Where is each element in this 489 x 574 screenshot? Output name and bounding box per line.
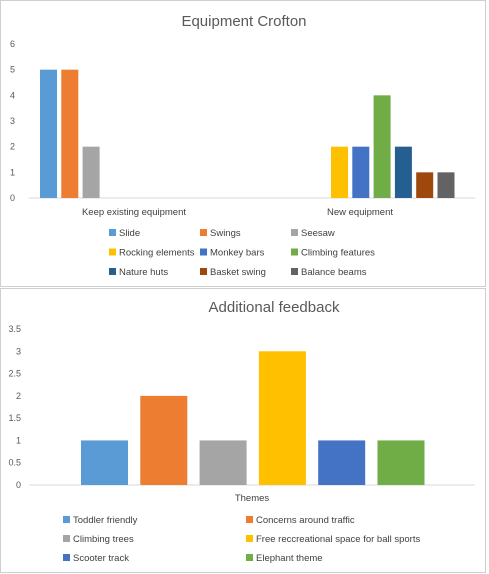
legend-label: Elephant theme — [256, 553, 323, 564]
legend-label: Monkey bars — [210, 248, 265, 259]
bar — [373, 95, 391, 198]
y-tick-label: 5 — [10, 65, 15, 75]
y-tick-label: 2.5 — [8, 369, 21, 379]
bar — [140, 395, 188, 485]
legend-label: Nature huts — [119, 267, 168, 278]
legend-swatch — [291, 248, 298, 256]
chart-title: Additional feedback — [209, 299, 340, 316]
bar — [82, 146, 100, 198]
legend-label: Free reccreational space for ball sports — [256, 534, 420, 545]
bar — [331, 146, 348, 198]
bar — [394, 146, 412, 198]
legend-swatch — [246, 535, 253, 542]
legend-swatch — [200, 268, 207, 275]
equipment-chart: Equipment Crofton 0 1 2 3 4 5 6 Keep existing … — [10, 13, 475, 278]
y-tick-label: 4 — [10, 90, 15, 100]
bar — [199, 440, 247, 485]
y-tick-label: 0 — [10, 193, 15, 203]
category-label: New equipment — [327, 207, 393, 218]
legend-label: Climbing trees — [73, 534, 134, 545]
bar — [437, 172, 455, 198]
legend-swatch — [109, 268, 116, 275]
legend-label: Swings — [210, 228, 241, 239]
y-tick-label: 3.5 — [8, 324, 21, 334]
y-tick-label: 2 — [10, 142, 15, 152]
legend-swatch — [109, 248, 116, 256]
chart-title: Equipment Crofton — [181, 13, 306, 30]
y-tick-label: 6 — [10, 39, 15, 49]
y-tick-label: 0 — [16, 480, 21, 490]
y-tick-label: 3 — [16, 346, 21, 356]
bar — [40, 69, 57, 199]
y-tick-label: 1.5 — [8, 413, 21, 423]
bar — [352, 146, 370, 198]
y-tick-label: 0.5 — [8, 458, 21, 468]
y-tick-label: 2 — [16, 391, 21, 401]
bar — [377, 440, 425, 485]
bar — [81, 440, 128, 485]
legend-label: Basket swing — [210, 267, 266, 278]
legend-swatch — [291, 268, 298, 275]
legend-swatch — [200, 248, 207, 256]
legend-swatch — [200, 229, 207, 236]
bar — [416, 172, 434, 198]
feedback-chart-panel: Additional feedback 0 0.5 1 1.5 2 2.5 3 3.5 The… — [0, 288, 486, 573]
y-tick-label: 1 — [16, 435, 21, 445]
legend-swatch — [63, 516, 70, 523]
legend-label: Seesaw — [301, 228, 335, 239]
legend-label: Toddler friendly — [73, 515, 138, 526]
category-label: Keep existing equipment — [82, 207, 186, 218]
legend-label: Rocking elements — [119, 248, 195, 259]
x-axis-label: Themes — [235, 493, 270, 504]
equipment-chart-panel: Equipment Crofton 0 1 2 3 4 5 6 Keep existing … — [0, 0, 486, 287]
legend-swatch — [246, 516, 253, 523]
feedback-chart: Additional feedback 0 0.5 1 1.5 2 2.5 3 3.5 The… — [8, 299, 475, 564]
legend-swatch — [291, 229, 298, 236]
legend-label: Climbing features — [301, 248, 375, 259]
legend-label: Balance beams — [301, 267, 367, 278]
legend-label: Slide — [119, 228, 140, 239]
bar — [258, 351, 306, 485]
bar — [61, 69, 79, 199]
legend-swatch — [63, 535, 70, 542]
legend-swatch — [109, 229, 116, 236]
legend-label: Scooter track — [73, 553, 129, 564]
bar — [318, 440, 366, 485]
legend-swatch — [63, 554, 70, 561]
y-tick-label: 1 — [10, 167, 15, 177]
y-tick-label: 3 — [10, 116, 15, 126]
legend-label: Concerns around traffic — [256, 515, 355, 526]
legend-swatch — [246, 554, 253, 561]
